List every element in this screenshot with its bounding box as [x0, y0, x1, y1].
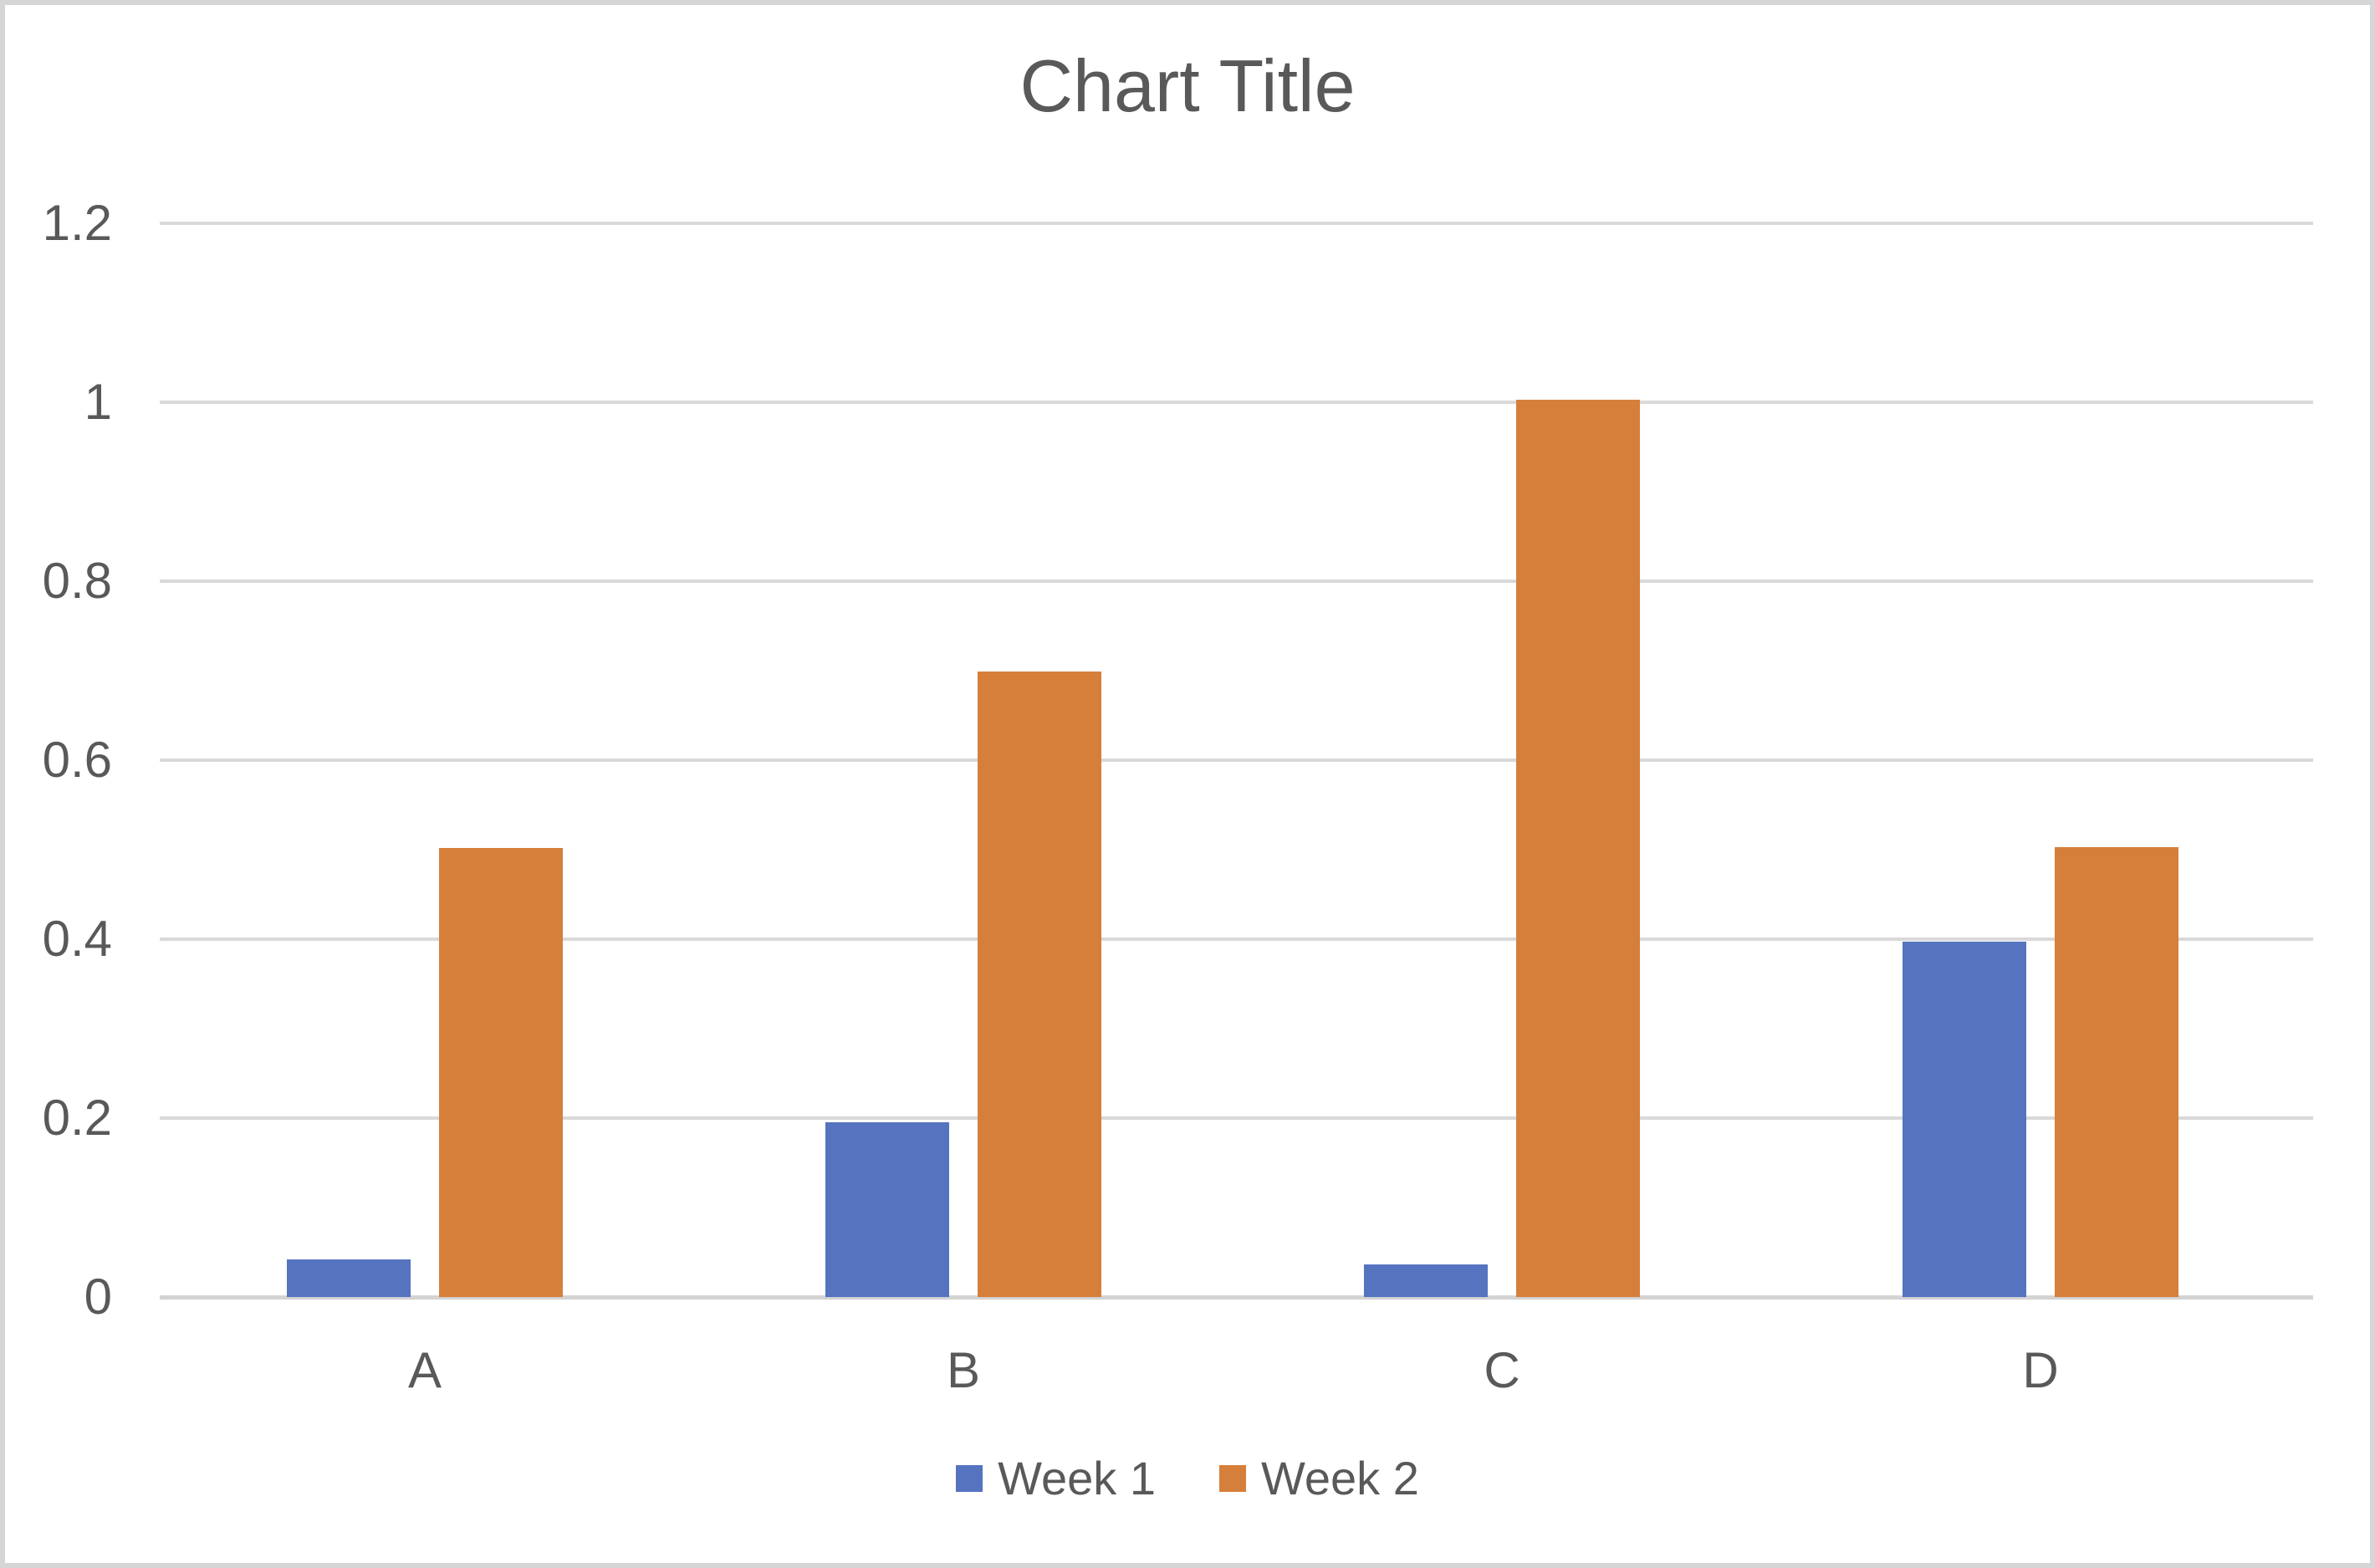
gridline — [160, 758, 2313, 762]
legend-swatch-week2-icon — [1219, 1465, 1246, 1492]
legend-label-week1: Week 1 — [998, 1452, 1156, 1504]
legend: Week 1 Week 2 — [5, 1452, 2370, 1505]
plot-area — [160, 222, 2313, 1300]
chart-title[interactable]: Chart Title — [1019, 44, 1356, 127]
bar-week2-D[interactable] — [2055, 847, 2178, 1297]
gridline — [160, 401, 2313, 404]
gridline — [160, 937, 2313, 941]
gridline — [160, 580, 2313, 583]
gridline — [160, 222, 2313, 225]
y-axis-tick-label: 0.6 — [42, 732, 112, 788]
y-axis-tick-label: 0.2 — [42, 1090, 112, 1146]
x-axis-category-label: A — [407, 1342, 442, 1398]
legend-swatch-week1-icon — [956, 1465, 983, 1492]
legend-item-week2[interactable]: Week 2 — [1219, 1452, 1419, 1505]
bar-week2-B[interactable] — [978, 672, 1101, 1297]
bar-week1-B[interactable] — [825, 1122, 949, 1297]
gridline — [160, 1116, 2313, 1120]
x-axis-line — [160, 1295, 2313, 1300]
bar-week1-D[interactable] — [1903, 942, 2026, 1297]
y-axis-tick-label: 0 — [84, 1269, 112, 1325]
y-axis-tick-label: 1.2 — [42, 195, 112, 251]
bar-week2-A[interactable] — [439, 848, 563, 1297]
bar-week1-A[interactable] — [287, 1259, 411, 1297]
y-axis-tick-label: 1 — [84, 374, 112, 430]
y-axis-tick-label: 0.4 — [42, 911, 112, 967]
y-axis-tick-label: 0.8 — [42, 553, 112, 609]
bar-week2-C[interactable] — [1516, 400, 1640, 1297]
legend-item-week1[interactable]: Week 1 — [956, 1452, 1156, 1505]
x-axis-category-label: D — [2022, 1342, 2059, 1398]
legend-label-week2: Week 2 — [1261, 1452, 1419, 1504]
x-axis-category-label: C — [1484, 1342, 1520, 1398]
x-axis-category-label: B — [946, 1342, 981, 1398]
bar-week1-C[interactable] — [1364, 1264, 1488, 1297]
